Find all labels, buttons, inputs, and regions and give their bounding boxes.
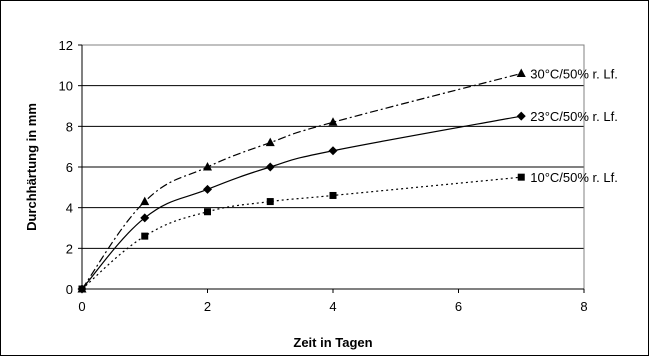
series-label: 23°C/50% r. Lf. bbox=[530, 109, 618, 124]
series-line bbox=[81, 176, 522, 290]
series-labels: 30°C/50% r. Lf. 23°C/50% r. Lf. 10°C/50% r… bbox=[530, 66, 618, 185]
data-point-square bbox=[78, 285, 86, 293]
data-point-square bbox=[266, 198, 274, 206]
x-tick-label: 2 bbox=[204, 299, 211, 314]
series-line bbox=[81, 72, 522, 290]
y-axis-label: Durchhärtung in mm bbox=[24, 103, 39, 231]
data-point-triangle bbox=[140, 196, 150, 206]
axes bbox=[78, 44, 585, 293]
series-label: 10°C/50% r. Lf. bbox=[530, 170, 618, 185]
chart-top-border bbox=[0, 0, 649, 1]
x-tick-label: 8 bbox=[580, 299, 587, 314]
data-point-diamond bbox=[516, 111, 526, 121]
y-tick-label: 6 bbox=[66, 160, 73, 175]
series-triangle bbox=[77, 68, 526, 293]
data-point-square bbox=[517, 173, 525, 181]
x-tick-label: 0 bbox=[78, 299, 85, 314]
data-point-triangle bbox=[516, 68, 526, 77]
y-tick-label: 4 bbox=[66, 201, 73, 216]
data-point-triangle bbox=[328, 117, 338, 126]
x-tick-label: 4 bbox=[329, 299, 336, 314]
x-tick-label: 6 bbox=[455, 299, 462, 314]
data-point-diamond bbox=[265, 162, 275, 172]
data-point-diamond bbox=[328, 146, 338, 156]
y-tick-label: 8 bbox=[66, 119, 73, 134]
y-tick-labels: 0 2 4 6 8 10 12 bbox=[59, 38, 73, 297]
y-tick-label: 0 bbox=[66, 282, 73, 297]
y-tick-label: 10 bbox=[59, 79, 73, 94]
y-tick-label: 2 bbox=[66, 241, 73, 256]
series-square bbox=[78, 173, 525, 293]
series-line bbox=[81, 115, 522, 290]
x-tick-labels: 0 2 4 6 8 bbox=[78, 299, 587, 314]
y-tick-label: 12 bbox=[59, 38, 73, 53]
x-axis-label: Zeit in Tagen bbox=[293, 335, 372, 350]
data-point-square bbox=[141, 232, 149, 240]
data-point-diamond bbox=[203, 184, 212, 194]
data-point-triangle bbox=[203, 162, 212, 171]
series-group bbox=[77, 68, 526, 294]
data-point-square bbox=[329, 191, 337, 199]
series-label: 30°C/50% r. Lf. bbox=[530, 66, 618, 81]
data-point-square bbox=[204, 208, 211, 216]
data-point-triangle bbox=[265, 137, 275, 147]
data-point-diamond bbox=[140, 213, 150, 223]
